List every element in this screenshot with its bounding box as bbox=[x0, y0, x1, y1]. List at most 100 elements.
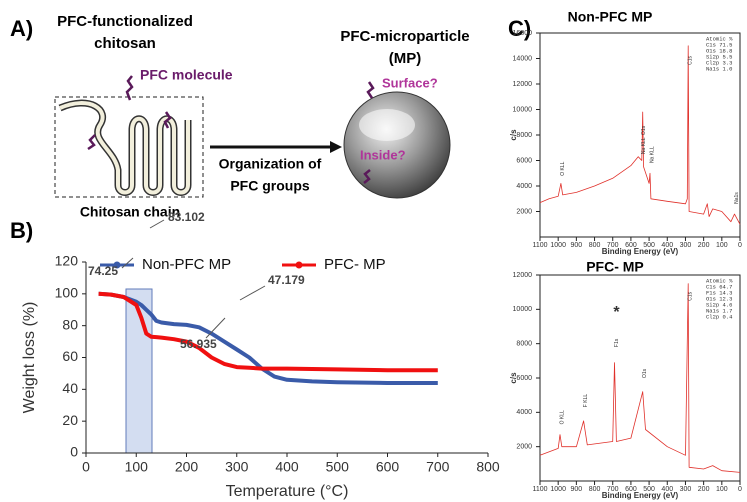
x-tick-label: 900 bbox=[571, 486, 583, 493]
y-tick-label: 4000 bbox=[516, 409, 532, 416]
panel-label: C) bbox=[508, 16, 531, 41]
x-tick-label: 300 bbox=[225, 458, 249, 474]
x-tick-label: 300 bbox=[680, 486, 692, 493]
y-tick-label: 4000 bbox=[516, 183, 532, 190]
highlight bbox=[359, 109, 415, 141]
x-tick-label: 0 bbox=[738, 242, 742, 249]
x-tick-label: 600 bbox=[625, 486, 637, 493]
chart-title: PFC- MP bbox=[586, 259, 644, 275]
y-tick-label: 80 bbox=[62, 316, 78, 332]
panel-label: A) bbox=[10, 16, 33, 41]
y-tick-label: 6000 bbox=[516, 157, 532, 164]
pfc-chain bbox=[87, 134, 96, 151]
atomic-table: Cl2p 0.4 bbox=[706, 313, 733, 320]
x-tick-label: 1000 bbox=[550, 242, 566, 249]
series-line bbox=[98, 291, 438, 373]
chitosan-chain-inner bbox=[59, 101, 190, 195]
atomic-table: O1s 12.3 bbox=[706, 295, 732, 302]
x-tick-label: 200 bbox=[698, 486, 710, 493]
x-tick-label: 600 bbox=[376, 458, 400, 474]
diagram-title: PFC-functionalized bbox=[57, 13, 193, 30]
peak-label: F KLL bbox=[583, 394, 589, 408]
y-tick-label: 100 bbox=[55, 285, 79, 301]
atomic-table: Na1s 1.7 bbox=[706, 307, 732, 314]
atomic-table: Atomic % bbox=[706, 277, 733, 284]
y-tick-label: 12000 bbox=[513, 81, 533, 88]
arrow-label: Organization of bbox=[219, 156, 322, 172]
series-line bbox=[539, 283, 741, 473]
annotation-leader bbox=[239, 285, 266, 301]
y-tick-label: 0 bbox=[70, 444, 78, 460]
y-axis-label: Weight loss (%) bbox=[21, 302, 38, 414]
atomic-table: F1s 14.3 bbox=[706, 289, 732, 296]
peak-label: O KLL bbox=[560, 161, 566, 175]
x-tick-label: 700 bbox=[426, 458, 450, 474]
series-line bbox=[98, 291, 438, 385]
peak-label: Na KLL bbox=[641, 137, 647, 154]
pfc-chain bbox=[366, 81, 375, 99]
panel-label: B) bbox=[10, 218, 33, 243]
y-axis-label: c/s bbox=[509, 129, 518, 141]
x-tick-label: 800 bbox=[476, 458, 500, 474]
pfc-chain bbox=[163, 111, 172, 129]
x-tick-label: 800 bbox=[589, 486, 601, 493]
particle-title: PFC-microparticle bbox=[340, 28, 469, 45]
annotation: 83.102 bbox=[168, 210, 205, 224]
annotation-leader bbox=[149, 219, 165, 229]
x-tick-label: 700 bbox=[607, 486, 619, 493]
annotation: 56.935 bbox=[180, 337, 217, 351]
x-tick-label: 300 bbox=[680, 242, 692, 249]
pfc-label: PFC molecule bbox=[140, 67, 233, 83]
diagram-title: chitosan bbox=[94, 35, 156, 52]
x-tick-label: 0 bbox=[738, 486, 742, 493]
y-tick-label: 120 bbox=[55, 253, 79, 269]
legend-marker bbox=[113, 261, 121, 269]
peak-label: Na KLL bbox=[649, 146, 655, 163]
atomic-table: Si2p 4.6 bbox=[706, 301, 732, 308]
arrow-label: PFC groups bbox=[230, 178, 310, 194]
x-tick-label: 600 bbox=[625, 242, 637, 249]
x-tick-label: 500 bbox=[643, 486, 655, 493]
x-axis-label: Binding Energy (eV) bbox=[602, 247, 679, 256]
y-tick-label: 14000 bbox=[513, 55, 533, 62]
x-tick-label: 500 bbox=[326, 458, 350, 474]
x-tick-label: 0 bbox=[82, 458, 90, 474]
x-tick-label: 100 bbox=[716, 486, 728, 493]
y-axis-label: c/s bbox=[509, 372, 518, 384]
atomic-table: C1s 71.5 bbox=[706, 41, 732, 48]
peak-label: * bbox=[613, 304, 620, 321]
x-tick-label: 100 bbox=[125, 458, 149, 474]
atomic-table: Cl2p 3.3 bbox=[706, 59, 732, 66]
microparticle bbox=[343, 91, 451, 199]
peak-label: O1s bbox=[641, 125, 647, 135]
x-tick-label: 700 bbox=[607, 242, 619, 249]
x-tick-label: 200 bbox=[175, 458, 199, 474]
x-tick-label: 400 bbox=[661, 242, 673, 249]
pfc-chain bbox=[363, 169, 371, 184]
x-tick-label: 900 bbox=[571, 242, 583, 249]
y-tick-label: 8000 bbox=[516, 132, 532, 139]
x-tick-label: 100 bbox=[716, 242, 728, 249]
y-tick-label: 10000 bbox=[513, 106, 533, 113]
legend-label: Non-PFC MP bbox=[142, 256, 231, 273]
peak-label: O1s bbox=[642, 368, 648, 378]
peak-label: O KLL bbox=[559, 410, 565, 424]
y-tick-label: 6000 bbox=[516, 375, 532, 382]
x-tick-label: 500 bbox=[643, 242, 655, 249]
atomic-table: Na1s 1.0 bbox=[706, 65, 732, 72]
x-tick-label: 800 bbox=[589, 242, 601, 249]
inside-label: Inside? bbox=[360, 147, 406, 162]
chain-label: Chitosan chain bbox=[80, 204, 180, 220]
y-tick-label: 10000 bbox=[513, 306, 533, 313]
y-tick-label: 2000 bbox=[516, 208, 532, 215]
x-axis-label: Temperature (°C) bbox=[226, 483, 349, 500]
x-axis-label: Binding Energy (eV) bbox=[602, 491, 679, 500]
annotation: 74.25 bbox=[88, 264, 118, 278]
annotation-leader bbox=[121, 257, 134, 269]
atomic-table: Atomic % bbox=[706, 35, 733, 42]
atomic-table: C1s 64.7 bbox=[706, 283, 732, 290]
y-tick-label: 16000 bbox=[513, 30, 533, 37]
y-tick-label: 8000 bbox=[516, 341, 532, 348]
chart-title: Non-PFC MP bbox=[568, 9, 653, 25]
